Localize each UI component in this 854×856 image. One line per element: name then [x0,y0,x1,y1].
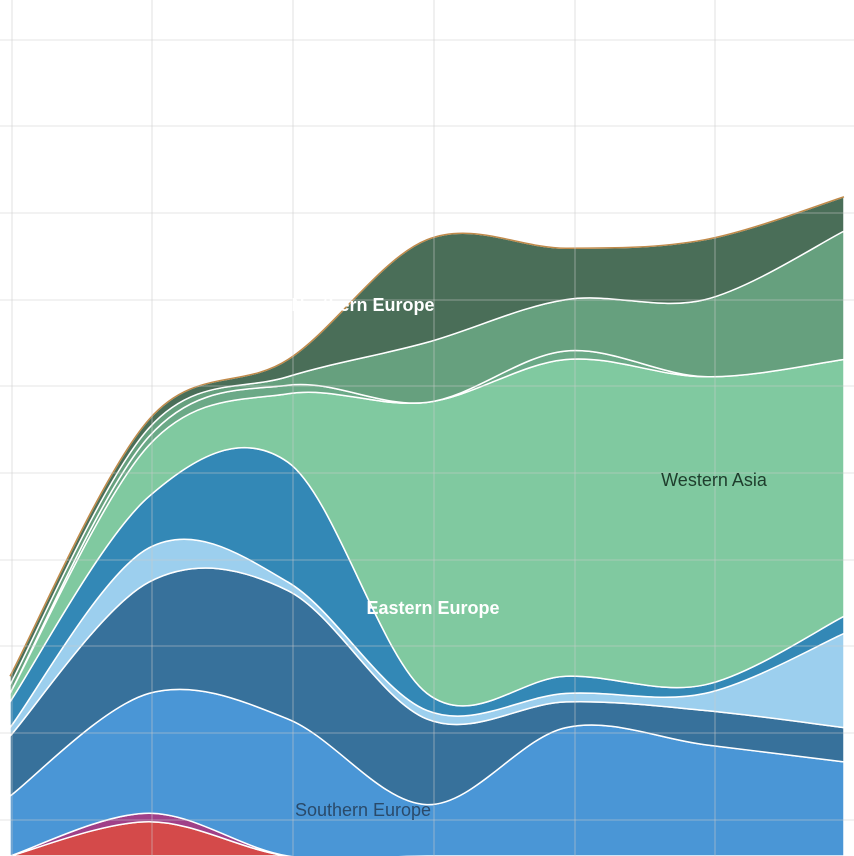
label-southern-europe: Southern Europe [295,800,431,820]
top-edge-line [9,196,845,677]
label-western-asia: Western Asia [661,470,768,490]
label-eastern-europe: Eastern Europe [366,598,499,618]
labels-layer: Southern Europe Eastern Europe Northern … [291,147,767,820]
label-northern-europe: Northern Europe [291,295,434,315]
bands-layer [9,195,845,856]
label-eastern-asia: Eastern Asia [590,147,699,167]
